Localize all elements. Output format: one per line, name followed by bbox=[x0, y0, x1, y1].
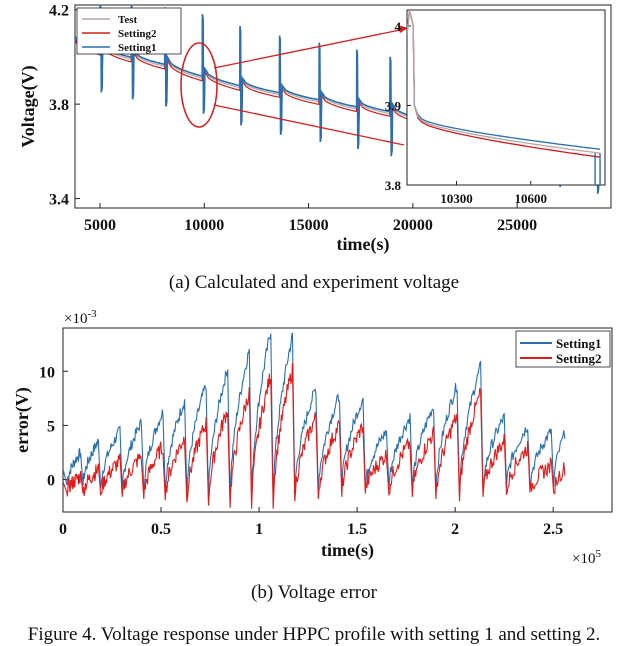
plot-b-legend-label: Setting2 bbox=[556, 351, 602, 366]
plot-a-frame bbox=[74, 4, 612, 209]
plot-a-ytick-label: 3.4 bbox=[49, 192, 69, 209]
figure-caption: Figure 4. Voltage response under HPPC pr… bbox=[27, 624, 601, 645]
plot-b-xtick-label: 2 bbox=[451, 521, 459, 538]
zoom-ellipse bbox=[180, 42, 218, 128]
inset-ytick-label: 3.8 bbox=[385, 178, 402, 193]
inset-xtick-label: 10300 bbox=[440, 191, 473, 206]
plot-a-ytick-label: 4.2 bbox=[49, 3, 69, 20]
plot-b-frame bbox=[62, 327, 613, 513]
inset-series-test bbox=[407, 10, 601, 154]
plot-b-xtick-label: 1.5 bbox=[347, 521, 367, 538]
plot-a-legend: Test Setting2 Setting1 bbox=[76, 7, 182, 55]
caption-a: (a) Calculated and experiment voltage bbox=[168, 272, 460, 293]
plot-b-xtick-label: 0.5 bbox=[151, 521, 171, 538]
inset-xtick-label: 10600 bbox=[515, 191, 548, 206]
plot-a-ytick-label: 3.8 bbox=[49, 97, 69, 114]
plot-a-xlabel: time(s) bbox=[337, 234, 390, 255]
plot-b-series-setting2 bbox=[63, 363, 566, 509]
inset-series-setting1 bbox=[407, 10, 601, 150]
plot-a-ylabel: Voltage(V) bbox=[18, 65, 39, 147]
zoom-arrow-line bbox=[213, 29, 401, 69]
inset-ytick-label: 3.9 bbox=[385, 98, 402, 113]
plot-b-ytick-label: 0 bbox=[47, 473, 55, 490]
plot-b-xtick-label: 1 bbox=[255, 521, 263, 538]
plot-b-xtick-label: 2.5 bbox=[543, 521, 563, 538]
plot-b-xtick-label: 0 bbox=[59, 521, 67, 538]
plot-a-xtick-label: 20000 bbox=[393, 217, 433, 234]
inset-frame bbox=[406, 9, 606, 186]
plot-a-xtick-label: 25000 bbox=[497, 217, 537, 234]
plot-a-xtick-label: 15000 bbox=[289, 217, 329, 234]
inset-series-setting2 bbox=[407, 10, 601, 158]
plot-b-ylabel: error(V) bbox=[12, 387, 33, 453]
plot-a-xtick-label: 10000 bbox=[184, 217, 224, 234]
zoom-arrow-line bbox=[213, 104, 405, 146]
plot-a-legend-label: Setting2 bbox=[118, 28, 157, 40]
plot-b-lines bbox=[63, 332, 566, 509]
inset-lines bbox=[407, 10, 601, 185]
plot-a-legend-label: Setting1 bbox=[118, 42, 157, 54]
plot-a-xtick-label: 5000 bbox=[84, 217, 116, 234]
plot-b-legend-label: Setting1 bbox=[556, 336, 602, 351]
plot-b-legend-box bbox=[515, 330, 611, 368]
inset-ytick-label: 4 bbox=[395, 19, 402, 34]
plot-b-ytick-label: 5 bbox=[47, 418, 55, 435]
plot-a-legend-label: Test bbox=[118, 14, 137, 26]
plot-b-y-multiplier: ×10-3 bbox=[64, 308, 97, 327]
plot-b-x-multiplier: ×105 bbox=[572, 548, 601, 567]
plot-b-series-setting1 bbox=[63, 332, 566, 504]
zoom-arrowhead bbox=[398, 25, 408, 33]
plot-b-ytick-label: 10 bbox=[39, 364, 55, 381]
plot-b-xlabel: time(s) bbox=[321, 540, 374, 561]
caption-b: (b) Voltage error bbox=[251, 582, 377, 603]
